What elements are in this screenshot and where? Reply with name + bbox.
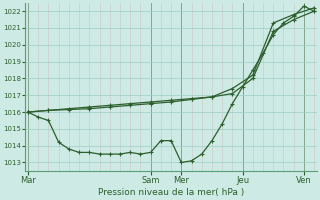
X-axis label: Pression niveau de la mer( hPa ): Pression niveau de la mer( hPa ) [98, 188, 244, 197]
